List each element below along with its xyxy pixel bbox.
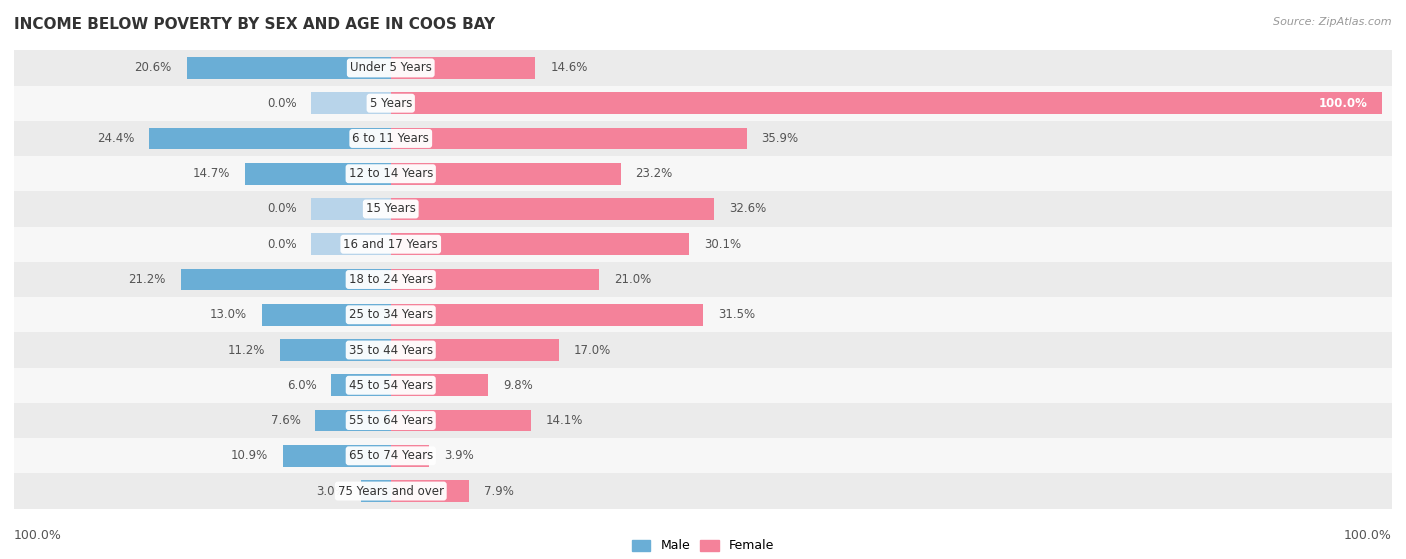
Bar: [14, 191, 1392, 226]
Text: 21.2%: 21.2%: [128, 273, 166, 286]
Bar: [391, 198, 714, 220]
Bar: [149, 127, 391, 149]
Bar: [14, 262, 1392, 297]
Text: 21.0%: 21.0%: [614, 273, 651, 286]
Bar: [14, 226, 1392, 262]
Bar: [14, 368, 1392, 403]
Bar: [391, 57, 536, 79]
Text: 0.0%: 0.0%: [267, 238, 297, 251]
Bar: [14, 438, 1392, 473]
Text: 35 to 44 Years: 35 to 44 Years: [349, 344, 433, 357]
Bar: [391, 375, 488, 396]
Bar: [14, 121, 1392, 156]
Bar: [312, 92, 391, 114]
Text: 31.5%: 31.5%: [718, 308, 755, 321]
Bar: [283, 445, 391, 467]
Legend: Male, Female: Male, Female: [627, 534, 779, 557]
Text: 23.2%: 23.2%: [636, 167, 673, 180]
Text: 14.7%: 14.7%: [193, 167, 231, 180]
Text: INCOME BELOW POVERTY BY SEX AND AGE IN COOS BAY: INCOME BELOW POVERTY BY SEX AND AGE IN C…: [14, 17, 495, 32]
Bar: [391, 410, 530, 432]
Text: Source: ZipAtlas.com: Source: ZipAtlas.com: [1274, 17, 1392, 27]
Bar: [245, 163, 391, 184]
Bar: [180, 268, 391, 291]
Text: 13.0%: 13.0%: [209, 308, 247, 321]
Text: 17.0%: 17.0%: [574, 344, 612, 357]
Bar: [14, 86, 1392, 121]
Text: 35.9%: 35.9%: [762, 132, 799, 145]
Bar: [332, 375, 391, 396]
Bar: [187, 57, 391, 79]
Text: 45 to 54 Years: 45 to 54 Years: [349, 379, 433, 392]
Bar: [14, 403, 1392, 438]
Text: 15 Years: 15 Years: [366, 202, 416, 215]
Text: 14.6%: 14.6%: [550, 61, 588, 74]
Text: 9.8%: 9.8%: [503, 379, 533, 392]
Text: 5 Years: 5 Years: [370, 97, 412, 110]
Bar: [391, 127, 747, 149]
Text: 6 to 11 Years: 6 to 11 Years: [353, 132, 429, 145]
Bar: [361, 480, 391, 502]
Text: 24.4%: 24.4%: [97, 132, 134, 145]
Text: 30.1%: 30.1%: [704, 238, 741, 251]
Text: 0.0%: 0.0%: [267, 97, 297, 110]
Text: 32.6%: 32.6%: [728, 202, 766, 215]
Text: 16 and 17 Years: 16 and 17 Years: [343, 238, 439, 251]
Bar: [312, 198, 391, 220]
Text: 6.0%: 6.0%: [287, 379, 316, 392]
Text: 7.6%: 7.6%: [271, 414, 301, 427]
Text: 55 to 64 Years: 55 to 64 Years: [349, 414, 433, 427]
Text: 7.9%: 7.9%: [484, 485, 513, 498]
Bar: [280, 339, 391, 361]
Text: 75 Years and over: 75 Years and over: [337, 485, 444, 498]
Bar: [391, 163, 620, 184]
Bar: [391, 304, 703, 326]
Bar: [312, 233, 391, 255]
Text: 65 to 74 Years: 65 to 74 Years: [349, 449, 433, 462]
Text: 100.0%: 100.0%: [1319, 97, 1367, 110]
Text: 100.0%: 100.0%: [14, 529, 62, 542]
Bar: [391, 92, 1382, 114]
Bar: [14, 156, 1392, 191]
Text: 3.9%: 3.9%: [444, 449, 474, 462]
Text: 14.1%: 14.1%: [546, 414, 582, 427]
Bar: [391, 268, 599, 291]
Bar: [315, 410, 391, 432]
Text: 100.0%: 100.0%: [1344, 529, 1392, 542]
Bar: [14, 473, 1392, 509]
Bar: [391, 233, 689, 255]
Text: 0.0%: 0.0%: [267, 202, 297, 215]
Text: Under 5 Years: Under 5 Years: [350, 61, 432, 74]
Text: 20.6%: 20.6%: [135, 61, 172, 74]
Bar: [391, 445, 429, 467]
Bar: [14, 50, 1392, 86]
Bar: [14, 297, 1392, 333]
Text: 12 to 14 Years: 12 to 14 Years: [349, 167, 433, 180]
Text: 25 to 34 Years: 25 to 34 Years: [349, 308, 433, 321]
Bar: [262, 304, 391, 326]
Bar: [14, 333, 1392, 368]
Text: 11.2%: 11.2%: [228, 344, 264, 357]
Text: 18 to 24 Years: 18 to 24 Years: [349, 273, 433, 286]
Bar: [391, 480, 470, 502]
Text: 10.9%: 10.9%: [231, 449, 267, 462]
Text: 3.0%: 3.0%: [316, 485, 346, 498]
Bar: [391, 339, 560, 361]
